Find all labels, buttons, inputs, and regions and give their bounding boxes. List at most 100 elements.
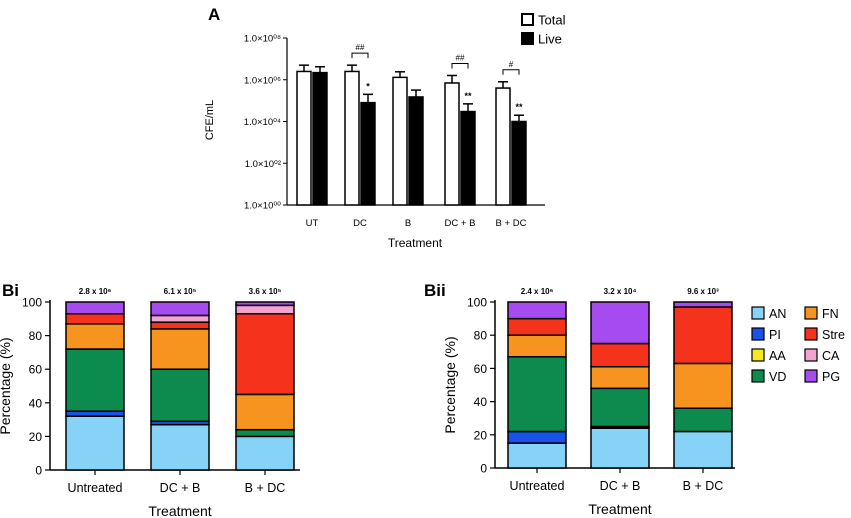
bi-y-tick-label: 0 (35, 464, 42, 478)
bii-ylabel: Percentage (%) (442, 336, 458, 433)
bii-segment-pg (507, 301, 567, 320)
bii-segment-stre (673, 306, 733, 365)
a-bar-live (460, 110, 476, 206)
a-bar-total (495, 87, 511, 206)
bii-segment-an (507, 442, 567, 469)
bi-segment-vd (235, 428, 295, 438)
a-legend-swatch-live (521, 32, 534, 45)
a-bar-live (312, 71, 328, 206)
a-bar-total (296, 70, 312, 206)
a-bar-total (444, 82, 460, 206)
panel-a: A CFE/mL Treatment 1.0×10⁰⁰ 1.0×10⁰² 1.0×1… (204, 5, 566, 250)
a-bar-live (360, 101, 376, 206)
bii-chart: 0 20 40 60 80 100 Percentage (%) Treatment Untre… (442, 287, 735, 517)
a-bars: *****##### (296, 43, 527, 206)
a-bracket (502, 69, 520, 75)
a-bracket-label: ## (356, 43, 365, 52)
a-bracket-label: ## (456, 53, 465, 62)
bii-total-label: 2.4 x 10⁶ (521, 287, 554, 296)
bi-x-tick-label: B + DC (245, 481, 286, 495)
b-legend-swatch-an (751, 306, 765, 320)
b-legend-swatch-aa (751, 348, 765, 362)
bi-total-label: 3.6 x 10⁵ (249, 287, 282, 296)
bii-y-tick-label: 80 (474, 329, 488, 343)
a-x-ticks: UT DC B DC + B B + DC (306, 218, 527, 229)
bi-x-tick-label: DC + B (160, 481, 201, 495)
bi-y-tick-label: 60 (29, 363, 43, 377)
bii-x-tick-label: B + DC (683, 479, 724, 493)
a-y-tick-label: 1.0×10⁰⁸ (244, 34, 281, 45)
bi-segment-an (150, 423, 210, 471)
bii-segment-stre (507, 317, 567, 336)
bi-segment-ca (235, 304, 295, 315)
bii-segment-an (590, 427, 650, 469)
bii-segment-pg (673, 301, 733, 308)
b-legend-swatch-vd (751, 369, 765, 383)
bii-y-tick-label: 100 (467, 296, 487, 310)
bi-segment-pg (150, 301, 210, 317)
a-legend-label-live: Live (538, 32, 562, 47)
bi-segment-an (235, 435, 295, 471)
bi-segment-stre (235, 313, 295, 396)
bii-segment-pg (590, 301, 650, 345)
a-bracket (351, 52, 369, 59)
a-bracket-label: # (509, 60, 514, 69)
panel-a-label: A (208, 5, 220, 24)
bi-y-tick-label: 80 (29, 329, 43, 343)
bi-x-tick-label: Untreated (68, 481, 123, 495)
panel-bii: Bii 0 20 40 60 80 100 Percentage (%) Treatment U… (424, 281, 845, 517)
bi-segment-vd (65, 348, 125, 412)
bii-y-tick-label: 20 (474, 428, 488, 442)
b-legend-swatch-pi (751, 327, 765, 341)
b-legend-swatch-ca (804, 348, 818, 362)
a-significance-marker: * (366, 81, 370, 91)
b-legend-label-ca: CA (822, 349, 840, 363)
bii-x-tick-label: DC + B (600, 479, 641, 493)
a-x-tick-label: DC + B (445, 218, 476, 229)
panel-bi-label: Bi (2, 281, 19, 300)
a-bar-live (511, 120, 527, 206)
a-legend: Total Live (521, 13, 566, 47)
b-legend-label-stre: Stre (822, 328, 845, 342)
b-legend-label-pi: PI (769, 328, 781, 342)
bi-segment-fn (150, 328, 210, 370)
bi-segment-fn (65, 323, 125, 350)
a-ylabel: CFE/mL (204, 100, 216, 140)
bii-x-tick-label: Untreated (510, 479, 565, 493)
a-significance-marker: ** (464, 91, 472, 101)
bii-y-tick-label: 60 (474, 362, 488, 376)
a-y-tick-label: 1.0×10⁰⁰ (244, 201, 281, 212)
a-bar-total (344, 70, 360, 206)
b-legend-label-fn: FN (822, 307, 839, 321)
b-legend-label-vd: VD (769, 370, 786, 384)
a-x-tick-label: DC (353, 218, 367, 229)
a-bar-total (392, 76, 408, 206)
bi-segment-pg (65, 301, 125, 315)
a-y-tick-label: 1.0×10⁰⁶ (244, 75, 281, 86)
a-x-tick-label: UT (306, 218, 319, 229)
bii-total-label: 9.6 x 10³ (687, 287, 719, 296)
panel-bii-label: Bii (424, 281, 446, 300)
a-legend-swatch-total (521, 13, 534, 26)
a-legend-label-total: Total (538, 13, 566, 28)
bii-y-tick-label: 40 (474, 395, 488, 409)
panel-bi: Bi 0 20 40 60 80 100 Percentage (%) Treatment Un… (0, 281, 300, 518)
b-legend-swatch-stre (804, 327, 818, 341)
bii-segment-fn (507, 334, 567, 358)
bii-segment-vd (673, 407, 733, 433)
bi-segment-stre (150, 321, 210, 330)
bii-segment-fn (673, 362, 733, 409)
bii-segment-fn (590, 365, 650, 390)
b-legend-swatch-pg (804, 369, 818, 383)
b-legend-swatch-fn (804, 306, 818, 320)
bi-segment-pi (65, 410, 125, 417)
b-legend: AN PI AA VD FN Stre CA PG (751, 306, 845, 384)
bii-segment-vd (590, 387, 650, 428)
bii-total-label: 3.2 x 10⁴ (604, 287, 637, 296)
bi-segment-an (65, 415, 125, 471)
bi-segment-ca (150, 314, 210, 323)
bi-y-tick-label: 20 (29, 430, 43, 444)
bii-y-tick-label: 0 (480, 462, 487, 476)
bi-total-label: 2.8 x 10⁶ (79, 287, 112, 296)
